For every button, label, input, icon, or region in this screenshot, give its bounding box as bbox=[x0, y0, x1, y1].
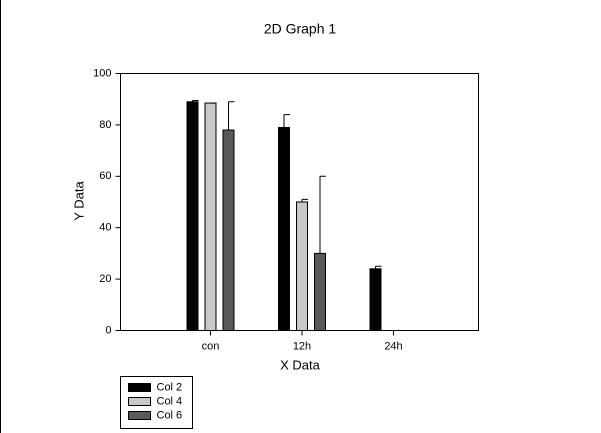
legend-swatch bbox=[128, 397, 151, 406]
y-tick-label: 40 bbox=[99, 222, 111, 234]
bar bbox=[296, 201, 308, 331]
legend-label: Col 2 bbox=[157, 381, 183, 393]
legend-label: Col 6 bbox=[157, 409, 183, 421]
legend-swatch bbox=[128, 411, 151, 420]
y-axis-label: Y Data bbox=[71, 180, 86, 220]
error-bar bbox=[301, 198, 308, 202]
x-tick-label: con bbox=[202, 340, 220, 352]
bar bbox=[369, 268, 382, 332]
bar bbox=[186, 101, 199, 331]
x-tick-label: 24h bbox=[384, 340, 402, 352]
bar bbox=[222, 129, 235, 331]
y-tick-label: 100 bbox=[93, 67, 111, 79]
error-bar bbox=[192, 99, 199, 102]
bar bbox=[278, 126, 290, 331]
error-bar bbox=[283, 114, 290, 128]
bar bbox=[204, 102, 217, 332]
error-bar bbox=[375, 265, 382, 269]
y-tick-label: 20 bbox=[99, 273, 111, 285]
chart-title: 2D Graph 1 bbox=[264, 21, 337, 37]
error-bar bbox=[228, 101, 235, 131]
bar bbox=[314, 252, 326, 331]
y-tick-label: 0 bbox=[105, 324, 111, 336]
x-axis-label: X Data bbox=[280, 357, 321, 372]
x-tick-label: 12h bbox=[293, 340, 311, 352]
y-tick-label: 60 bbox=[99, 170, 111, 182]
y-tick-label: 80 bbox=[99, 119, 111, 131]
legend-swatch bbox=[128, 383, 151, 392]
legend-label: Col 4 bbox=[157, 395, 183, 407]
error-bar bbox=[319, 175, 326, 254]
